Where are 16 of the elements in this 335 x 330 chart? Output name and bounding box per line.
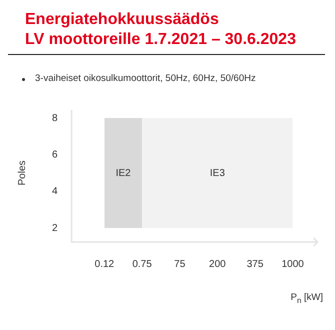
y-tick-label: 2: [52, 222, 58, 234]
series-label: IE3: [210, 168, 226, 179]
y-tick-label: 6: [52, 149, 58, 160]
x-tick-label: 1000: [282, 258, 304, 270]
x-tick-label: 0.12: [94, 258, 115, 270]
x-tick-label: 0.75: [132, 258, 152, 270]
x-tick-label: 375: [246, 258, 264, 270]
series-label: IE2: [116, 168, 132, 179]
x-tick-label: 75: [174, 258, 186, 270]
chart-subtitle: 3-vaiheiset oikosulkumoottorit, 50Hz, 60Hz, 50/60Hz: [35, 73, 256, 84]
chart-title: Energiatehokkuussäädös LV moottoreille 1.7.2021 – 30.6.2023: [25, 10, 297, 50]
x-tick-label: 200: [209, 258, 226, 270]
y-tick-label: 8: [52, 112, 58, 124]
x-axis-title: P$_{n}$ [kW]: [290, 292, 324, 305]
y-tick-label: 4: [52, 186, 58, 198]
y-axis-title: Poles: [16, 160, 28, 186]
